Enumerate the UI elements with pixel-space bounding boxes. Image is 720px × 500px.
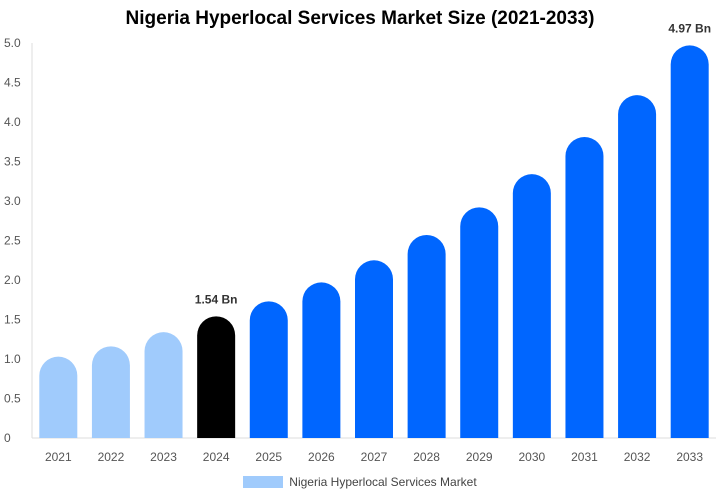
x-tick-label: 2023 [150, 450, 177, 464]
bar [91, 346, 130, 438]
x-tick-label: 2033 [676, 450, 703, 464]
y-tick-label: 3.0 [4, 194, 21, 208]
bar [39, 356, 78, 438]
x-tick-label: 2029 [466, 450, 493, 464]
y-tick-label: 1.5 [4, 313, 21, 327]
x-tick-label: 2032 [624, 450, 651, 464]
bar [355, 260, 393, 438]
bar [197, 316, 236, 438]
y-tick-label: 5.0 [4, 36, 21, 50]
bar [144, 332, 183, 438]
data-label: 1.54 Bn [195, 292, 238, 306]
x-tick-label: 2031 [571, 450, 598, 464]
x-tick-label: 2024 [203, 450, 230, 464]
y-tick-label: 2.5 [4, 234, 21, 248]
y-tick-label: 4.0 [4, 115, 21, 129]
chart-title: Nigeria Hyperlocal Services Market Size … [125, 8, 595, 29]
x-tick-label: 2025 [255, 450, 282, 464]
y-tick-label: 0.5 [4, 392, 21, 406]
x-tick-label: 2028 [413, 450, 440, 464]
bar [618, 95, 657, 438]
legend-swatch [243, 476, 284, 488]
y-tick-label: 0 [4, 431, 11, 445]
y-tick-label: 2.0 [4, 273, 21, 287]
bar [512, 174, 551, 438]
y-tick-label: 3.5 [4, 155, 21, 169]
bar [565, 137, 604, 438]
y-tick-label: 1.0 [4, 352, 21, 366]
bar [249, 301, 288, 438]
bar [460, 207, 499, 438]
bar [407, 234, 446, 438]
y-tick-label: 4.5 [4, 76, 21, 90]
bar [302, 282, 341, 438]
x-tick-label: 2026 [308, 450, 335, 464]
x-tick-label: 2027 [361, 450, 388, 464]
x-tick-label: 2021 [45, 450, 72, 464]
data-label: 4.97 Bn [668, 21, 711, 35]
x-tick-label: 2030 [518, 450, 545, 464]
legend-label: Nigeria Hyperlocal Services Market [289, 475, 477, 489]
x-tick-label: 2022 [98, 450, 125, 464]
bar [670, 45, 709, 439]
legend: Nigeria Hyperlocal Services Market [0, 475, 720, 489]
